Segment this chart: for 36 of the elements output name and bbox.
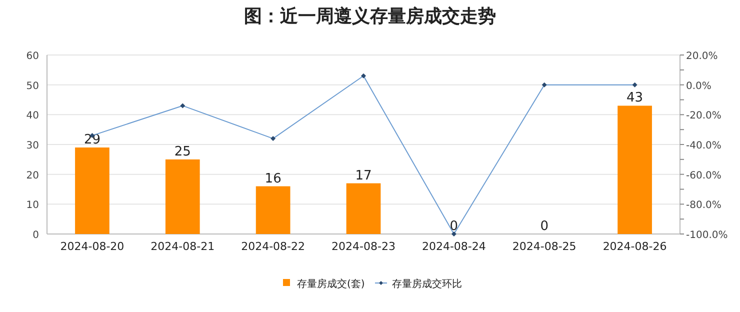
x-tick-label: 2024-08-20 xyxy=(60,240,124,253)
y2-tick-label: -80.0% xyxy=(686,200,722,212)
y2-tick-label: -40.0% xyxy=(686,140,722,152)
data-label: 25 xyxy=(174,144,191,160)
legend-label: 存量房成交环比 xyxy=(392,278,462,290)
y-tick-label: 10 xyxy=(26,200,39,212)
data-label: 0 xyxy=(450,219,458,234)
bar xyxy=(165,159,200,234)
y-tick-label: 30 xyxy=(26,140,39,152)
chart-title: 图：近一周遵义存量房成交走势 xyxy=(244,6,496,27)
data-label: 43 xyxy=(626,90,644,106)
legend-label: 存量房成交(套) xyxy=(297,278,365,290)
y-tick-label: 50 xyxy=(26,80,39,92)
data-label: 17 xyxy=(355,168,372,184)
x-tick-label: 2024-08-22 xyxy=(241,240,306,253)
y2-tick-label: 0.0% xyxy=(686,80,712,92)
y2-tick-label: -60.0% xyxy=(686,170,722,182)
y-tick-label: 40 xyxy=(26,110,39,122)
bar xyxy=(75,147,110,234)
x-tick-label: 2024-08-23 xyxy=(332,240,396,253)
x-tick-label: 2024-08-24 xyxy=(422,240,486,253)
bar xyxy=(346,183,381,234)
y2-tick-label: 20.0% xyxy=(686,51,718,62)
y-tick-label: 0 xyxy=(32,230,39,241)
y-tick-label: 60 xyxy=(26,51,39,62)
bar xyxy=(256,186,290,234)
y-tick-label: 20 xyxy=(26,170,39,182)
x-tick-label: 2024-08-26 xyxy=(602,240,667,253)
x-tick-label: 2024-08-21 xyxy=(150,240,215,253)
data-label: 16 xyxy=(264,171,282,186)
y2-tick-label: -20.0% xyxy=(686,110,722,122)
bar xyxy=(618,106,652,234)
x-tick-label: 2024-08-25 xyxy=(512,240,576,253)
data-label: 0 xyxy=(540,219,548,234)
data-label: 29 xyxy=(84,132,100,148)
y2-tick-label: -100.0% xyxy=(686,230,728,241)
